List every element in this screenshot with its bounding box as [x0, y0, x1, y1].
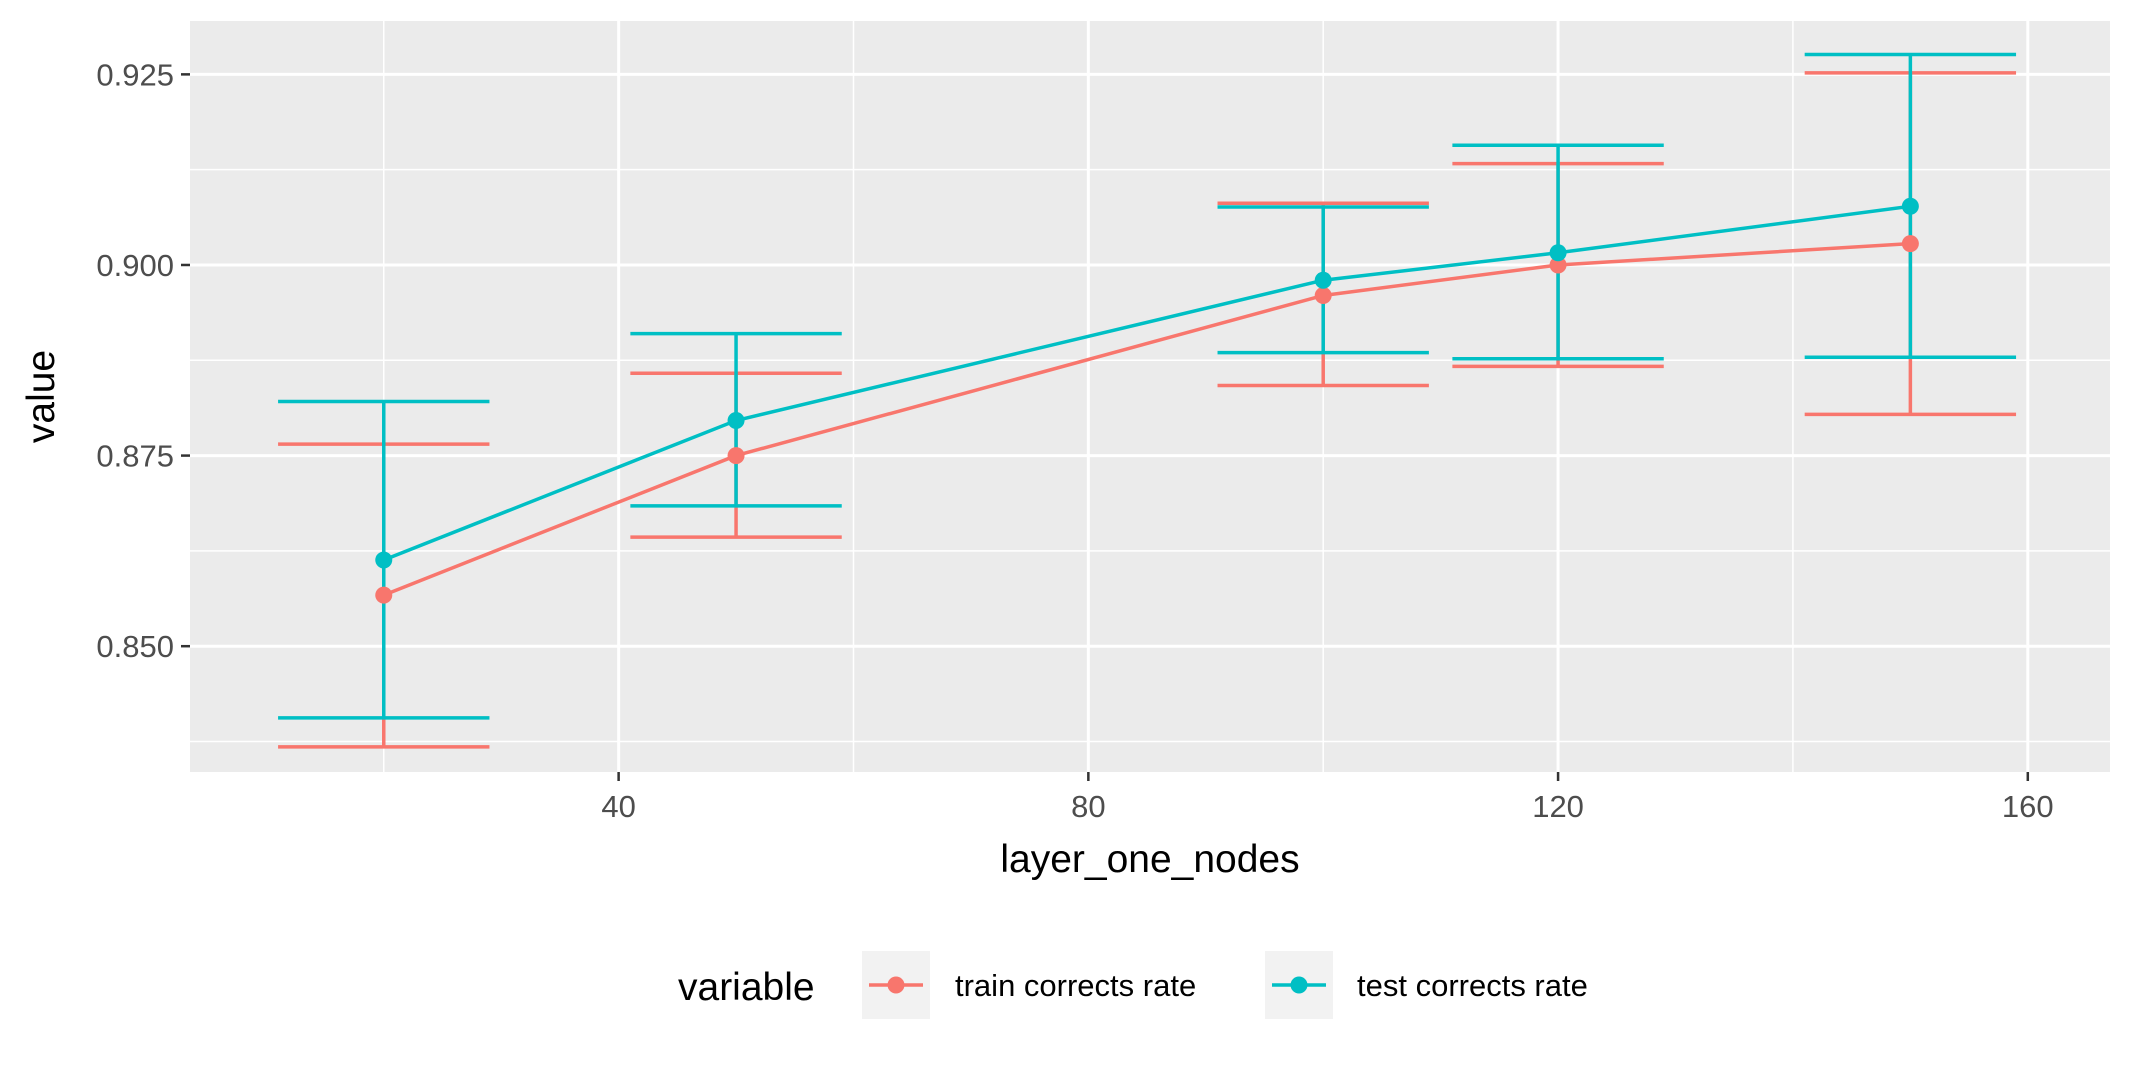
- data-point: [375, 551, 393, 569]
- data-point: [1314, 271, 1332, 289]
- data-point: [1314, 286, 1332, 304]
- legend-title: variable: [678, 966, 815, 1009]
- data-point: [375, 586, 393, 604]
- plot-panel: [190, 21, 2110, 772]
- legend-label: train corrects rate: [955, 968, 1196, 1003]
- y-tick-label: 0.875: [96, 439, 174, 474]
- x-tick-label: 160: [2002, 789, 2054, 824]
- legend: variable train corrects rate test corrects…: [678, 951, 1588, 1019]
- y-tick-label: 0.925: [96, 57, 174, 92]
- legend-label: test corrects rate: [1357, 968, 1588, 1003]
- legend-key-point: [1290, 976, 1308, 994]
- y-tick-label: 0.850: [96, 629, 174, 664]
- x-tick-label: 80: [1071, 789, 1105, 824]
- legend-item: train corrects rate: [862, 951, 1196, 1019]
- x-tick-label: 40: [601, 789, 635, 824]
- legend-key-point: [887, 976, 905, 994]
- data-point: [1549, 244, 1567, 262]
- x-tick-label: 120: [1532, 789, 1584, 824]
- y-tick-label: 0.900: [96, 248, 174, 283]
- y-axis-title: value: [20, 350, 63, 443]
- x-axis-title: layer_one_nodes: [1000, 838, 1299, 881]
- data-point: [727, 447, 745, 465]
- data-point: [1549, 256, 1567, 274]
- data-point: [1901, 197, 1919, 215]
- data-point: [727, 412, 745, 430]
- data-point: [1901, 235, 1919, 253]
- legend-item: test corrects rate: [1265, 951, 1588, 1019]
- errorbars-1: [278, 52, 2017, 720]
